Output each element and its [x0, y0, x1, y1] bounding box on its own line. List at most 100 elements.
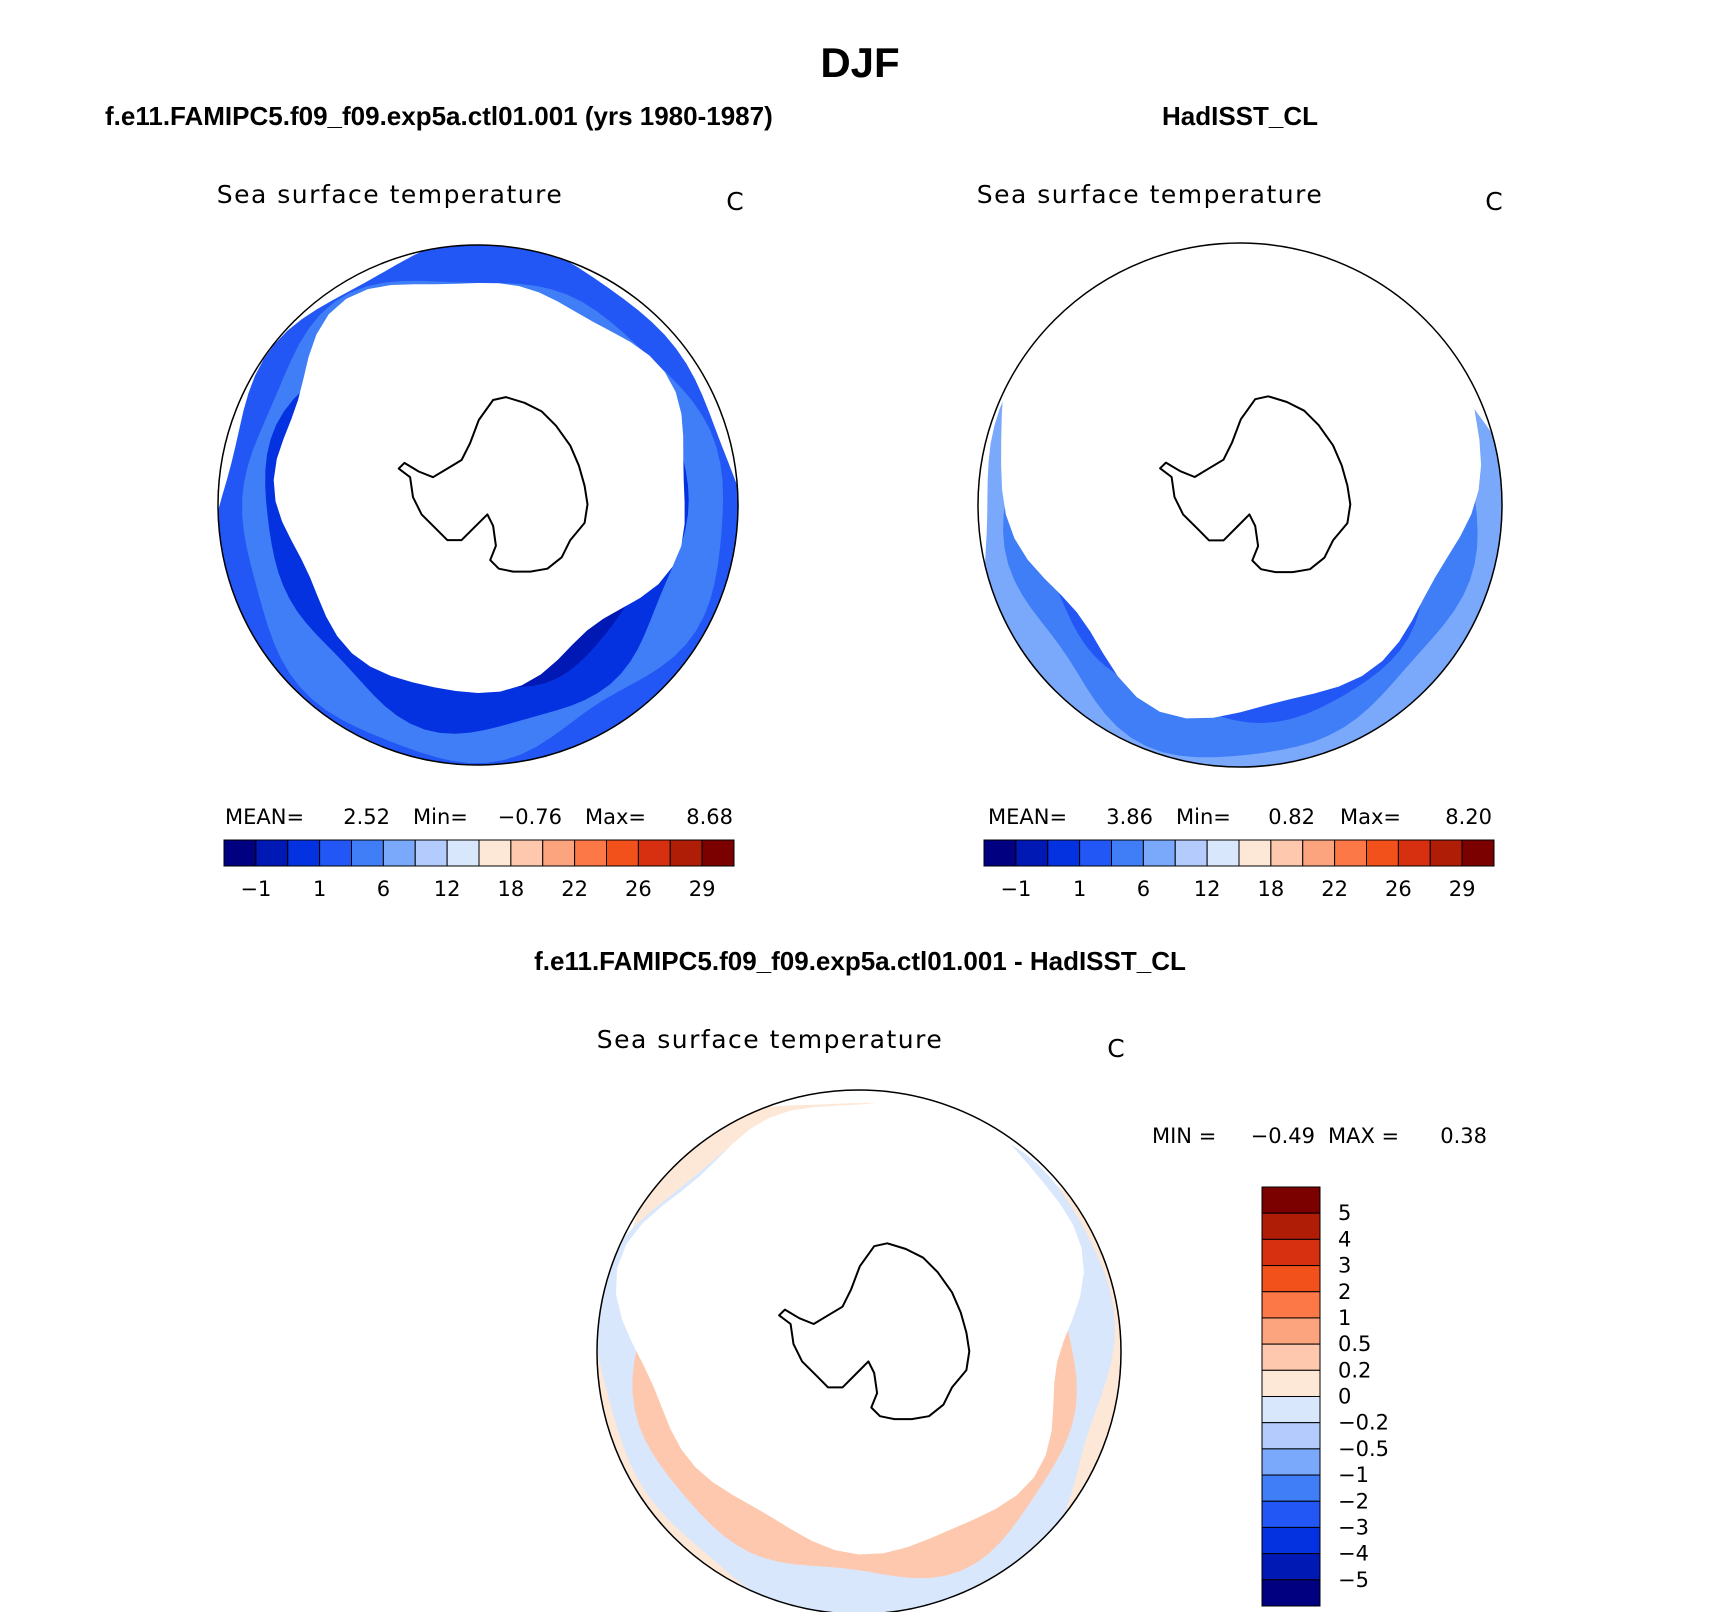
colorbar-tick: −0.2: [1338, 1411, 1389, 1435]
colorbar-tick: 22: [1321, 877, 1348, 901]
colorbar-tick: 1: [1338, 1306, 1351, 1330]
colorbar-swatch: [223, 839, 257, 867]
variable-label: Sea surface temperature: [977, 180, 1324, 209]
colorbar-swatch: [1261, 1579, 1321, 1607]
colorbar-swatch: [1261, 1396, 1321, 1424]
colorbar-tick: −1: [1338, 1463, 1369, 1487]
colorbar-tick: 22: [561, 877, 588, 901]
colorbar-swatch: [478, 839, 512, 867]
colorbar-swatch: [1261, 1317, 1321, 1345]
max-label: Max=: [1340, 805, 1401, 829]
colorbar-swatch: [1302, 839, 1336, 867]
map-boundary: [217, 244, 739, 766]
colorbar-tick: −1: [1000, 877, 1031, 901]
panel-title: f.e11.FAMIPC5.f09_f09.exp5a.ctl01.001 (y…: [105, 101, 773, 131]
colorbar-swatch: [1261, 1291, 1321, 1319]
mean-value: 2.52: [343, 805, 390, 829]
variable-label: Sea surface temperature: [217, 180, 564, 209]
units-label: C: [1107, 1034, 1124, 1063]
colorbar-tick: 12: [1194, 877, 1221, 901]
colorbar-swatch: [1206, 839, 1240, 867]
variable-label: Sea surface temperature: [597, 1025, 944, 1054]
colorbar-swatch: [1079, 839, 1112, 867]
colorbar-swatch: [1111, 839, 1144, 867]
colorbar-tick: 4: [1338, 1227, 1351, 1251]
colorbar-tick: 26: [625, 877, 652, 901]
colorbar-swatch: [382, 839, 416, 867]
colorbar-swatch: [1261, 1369, 1321, 1397]
colorbar-swatch: [1261, 1474, 1321, 1502]
colorbar-swatch: [637, 839, 671, 867]
colorbar-swatch: [1261, 1553, 1321, 1581]
map-area: [218, 245, 738, 765]
colorbar-swatch: [1261, 1265, 1321, 1293]
colorbar-tick: 18: [498, 877, 525, 901]
mean-label: MEAN=: [988, 805, 1067, 829]
colorbar-swatch: [542, 839, 576, 867]
panel-observation: HadISST_CL Sea surface temperature C MEA…: [977, 101, 1503, 901]
colorbar-tick: 3: [1338, 1254, 1351, 1278]
colorbar-tick: 6: [1137, 877, 1150, 901]
colorbar-swatch: [1174, 839, 1208, 867]
max-value: 0.38: [1440, 1124, 1487, 1148]
antarctica-coastline: [1159, 395, 1352, 574]
colorbar-swatch: [1261, 1422, 1321, 1450]
max-label: MAX =: [1328, 1124, 1399, 1148]
max-value: 8.68: [686, 805, 733, 829]
min-label: Min=: [1176, 805, 1231, 829]
colorbar-tick: −5: [1338, 1568, 1369, 1592]
colorbar-swatch: [255, 839, 289, 867]
colorbar-swatch: [1261, 1526, 1321, 1555]
colorbar-tick: 0.5: [1338, 1332, 1371, 1356]
colorbar-swatch: [510, 839, 544, 867]
colorbar-tick: 12: [434, 877, 461, 901]
panel-difference: f.e11.FAMIPC5.f09_f09.exp5a.ctl01.001 - …: [534, 946, 1487, 1612]
max-label: Max=: [585, 805, 646, 829]
colorbar-swatch: [1261, 1186, 1321, 1214]
colorbar-swatch: [606, 839, 639, 867]
colorbar-swatch: [1261, 1448, 1321, 1476]
colorbar-swatch: [1429, 839, 1463, 867]
colorbar-swatch: [319, 839, 352, 867]
min-value: −0.76: [498, 805, 562, 829]
map-boundary: [596, 1089, 1122, 1612]
colorbar-swatch: [446, 839, 480, 867]
colorbar-tick: 0: [1338, 1385, 1351, 1409]
colorbar-swatch: [351, 839, 384, 867]
colorbar-swatch: [1238, 839, 1272, 867]
antarctica-coastline: [397, 396, 589, 573]
colorbar-tick: −0.5: [1338, 1437, 1389, 1461]
antarctica-coastline: [778, 1242, 971, 1421]
map-area: [984, 243, 1502, 767]
colorbar-tick: 18: [1258, 877, 1285, 901]
mean-label: MEAN=: [225, 805, 304, 829]
colorbar-swatch: [1334, 839, 1367, 867]
panel-title: f.e11.FAMIPC5.f09_f09.exp5a.ctl01.001 - …: [534, 946, 1186, 976]
colorbar-tick: 2: [1338, 1280, 1351, 1304]
colorbar-tick: 0.2: [1338, 1358, 1371, 1382]
colorbar-swatch: [983, 839, 1017, 867]
colorbar-tick: −3: [1338, 1515, 1369, 1539]
colorbar-swatch: [1047, 839, 1081, 867]
min-value: −0.49: [1251, 1124, 1315, 1148]
panel-title: HadISST_CL: [1162, 101, 1318, 131]
units-label: C: [726, 187, 743, 216]
colorbar-swatch: [1366, 839, 1399, 867]
colorbar-swatch: [1261, 1238, 1321, 1267]
min-value: 0.82: [1268, 805, 1315, 829]
colorbar-swatch: [1142, 839, 1176, 867]
colorbar-swatch: [1397, 839, 1431, 867]
max-value: 8.20: [1445, 805, 1492, 829]
min-label: MIN =: [1152, 1124, 1216, 1148]
units-label: C: [1485, 187, 1502, 216]
colorbar-swatch: [1261, 1343, 1321, 1371]
colorbar: −1 1 6 12 18 22 26 29: [223, 839, 735, 901]
map-boundary: [977, 242, 1503, 768]
colorbar-tick: −4: [1338, 1542, 1369, 1566]
colorbar-swatch: [1261, 1500, 1321, 1528]
colorbar-swatch: [669, 839, 703, 867]
colorbar-swatch: [414, 839, 448, 867]
colorbar-tick: 6: [377, 877, 390, 901]
colorbar-swatch: [701, 839, 735, 867]
